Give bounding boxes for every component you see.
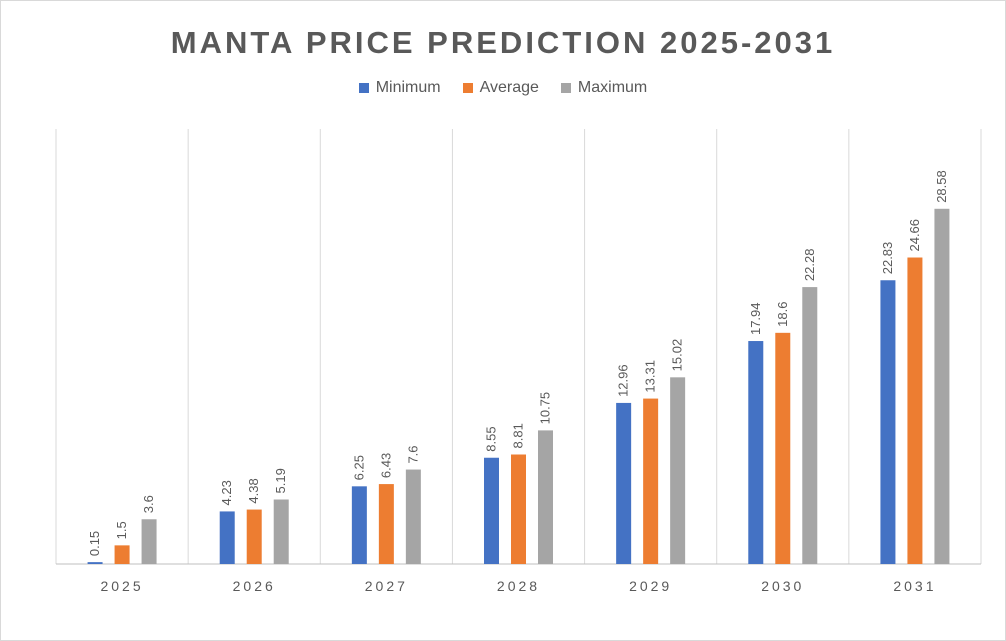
bar-average-2026 [246, 509, 262, 564]
x-tick-label-2028: 2028 [497, 578, 540, 594]
legend-label-minimum: Minimum [375, 79, 441, 96]
legend-swatch-average [462, 83, 473, 93]
x-tick-label-2025: 2025 [100, 578, 143, 594]
legend-item-maximum: Maximum [560, 79, 648, 97]
data-label-maximum-2028: 10.75 [538, 392, 553, 425]
bar-average-2031 [907, 257, 923, 564]
bar-maximum-2031 [934, 208, 950, 564]
data-label-minimum-2026: 4.23 [219, 480, 234, 505]
bar-minimum-2027 [351, 486, 367, 564]
bar-maximum-2029 [670, 377, 686, 564]
bar-maximum-2030 [802, 287, 818, 564]
bar-maximum-2028 [538, 430, 553, 564]
legend-swatch-minimum [358, 83, 369, 93]
data-label-average-2029: 13.31 [643, 360, 658, 393]
data-label-maximum-2025: 3.6 [141, 495, 156, 513]
data-label-maximum-2027: 7.6 [405, 445, 420, 463]
data-label-minimum-2028: 8.55 [484, 426, 499, 451]
bar-average-2025 [114, 545, 130, 564]
data-label-maximum-2026: 5.19 [273, 468, 288, 493]
bar-average-2027 [378, 484, 394, 564]
chart-title: MANTA PRICE PREDICTION 2025-2031 [170, 25, 836, 60]
data-label-minimum-2027: 6.25 [351, 455, 366, 480]
bar-minimum-2031 [880, 280, 896, 564]
legend-item-average: Average [462, 79, 539, 97]
legend: Minimum Average Maximum [1, 79, 1005, 97]
bar-minimum-2029 [616, 402, 632, 564]
bar-maximum-2027 [405, 469, 421, 564]
data-label-minimum-2030: 17.94 [748, 302, 763, 335]
bar-maximum-2025 [141, 519, 157, 564]
legend-item-minimum: Minimum [358, 79, 441, 97]
x-tick-label-2027: 2027 [365, 578, 408, 594]
data-label-average-2025: 1.5 [114, 521, 129, 539]
data-label-average-2031: 24.66 [907, 219, 922, 252]
data-label-average-2028: 8.81 [511, 423, 526, 448]
x-tick-label-2030: 2030 [761, 578, 804, 594]
bar-average-2029 [643, 398, 659, 564]
bar-minimum-2025 [87, 562, 103, 564]
data-label-minimum-2031: 22.83 [880, 242, 895, 275]
data-label-maximum-2029: 15.02 [670, 339, 685, 372]
bar-minimum-2026 [219, 511, 235, 564]
x-tick-label-2031: 2031 [893, 578, 936, 594]
legend-label-average: Average [479, 79, 539, 96]
x-tick-label-2029: 2029 [629, 578, 672, 594]
data-label-average-2030: 18.6 [775, 302, 790, 327]
bar-minimum-2028 [484, 457, 499, 564]
legend-swatch-maximum [560, 83, 571, 93]
bar-maximum-2026 [273, 499, 289, 564]
data-label-average-2027: 6.43 [378, 453, 393, 478]
x-tick-label-2026: 2026 [233, 578, 276, 594]
bar-minimum-2030 [748, 341, 764, 564]
data-label-average-2026: 4.38 [246, 478, 261, 503]
data-label-maximum-2031: 28.58 [934, 170, 949, 203]
data-label-minimum-2029: 12.96 [616, 364, 631, 397]
data-label-minimum-2025: 0.15 [87, 531, 102, 556]
data-label-maximum-2030: 22.28 [802, 249, 817, 282]
bar-average-2028 [511, 454, 526, 564]
bar-average-2030 [775, 332, 791, 564]
legend-label-maximum: Maximum [577, 79, 648, 96]
